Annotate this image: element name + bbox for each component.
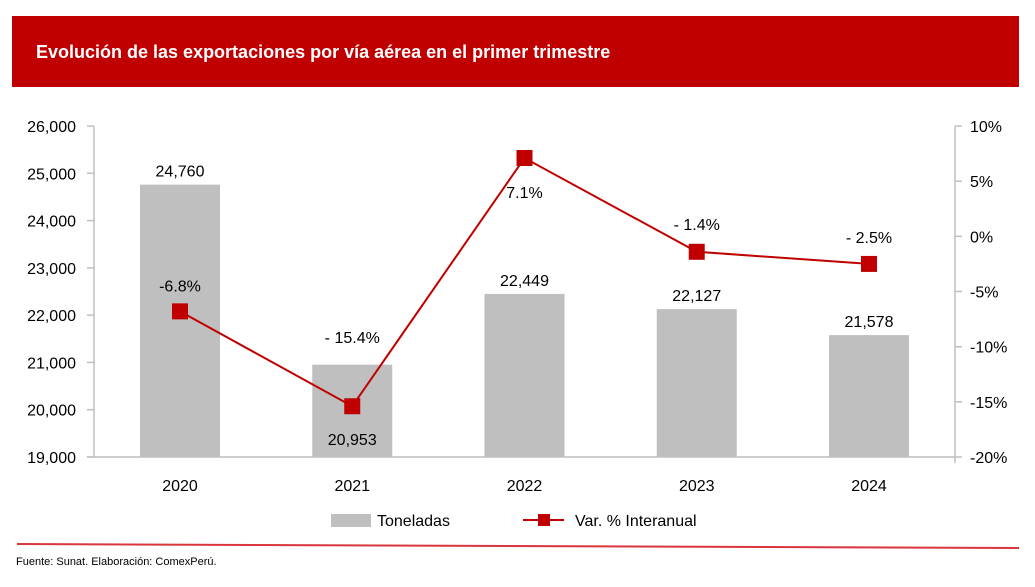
source-note: Fuente: Sunat. Elaboración: ComexPerú.: [16, 556, 217, 568]
line-value-label: - 1.4%: [674, 217, 720, 234]
x-axis-tick-label: 2021: [334, 478, 370, 495]
right-axis-tick-label: -5%: [970, 285, 998, 302]
bar-value-label: 22,449: [500, 273, 549, 290]
right-axis-tick-label: 5%: [970, 174, 993, 191]
line-marker-2020: [172, 303, 188, 320]
bar-2022: [484, 293, 565, 457]
bar-2020: [140, 184, 220, 458]
legend-label-var: Var. % Interanual: [575, 513, 697, 530]
line-value-label: 7.1%: [506, 185, 542, 202]
left-axis-tick-label: 26,000: [27, 119, 76, 136]
line-marker-2022: [516, 149, 533, 166]
left-axis-tick-label: 19,000: [27, 450, 76, 467]
x-axis-tick-label: 2024: [851, 478, 887, 495]
chart-title-banner: Evolución de las exportaciones por vía a…: [12, 16, 1019, 87]
line-value-label: - 15.4%: [325, 330, 380, 347]
line-marker-2021: [344, 398, 361, 415]
bar-series: 24,760 20,953 22,449 22,127 21,578: [140, 164, 909, 458]
left-axis-tick-label: 21,000: [27, 355, 76, 372]
x-axis-tick-label: 2020: [162, 478, 198, 495]
line-marker-2024: [861, 255, 877, 272]
left-axis-tick-label: 24,000: [27, 214, 76, 231]
legend-swatch-toneladas: [331, 514, 371, 527]
right-axis-tick-label: 0%: [970, 229, 993, 246]
line-value-label: - 2.5%: [846, 230, 892, 247]
bar-value-label: 22,127: [672, 288, 721, 305]
left-axis-tick-label: 20,000: [27, 403, 76, 420]
line-marker-2023: [688, 243, 705, 260]
x-axis-tick-label: 2023: [679, 478, 715, 495]
right-axis-tick-label: -10%: [970, 340, 1007, 357]
bar-2024: [829, 335, 909, 457]
legend-label-toneladas: Toneladas: [377, 513, 450, 530]
left-axis-tick-label: 25,000: [27, 166, 76, 183]
x-axis: 2020 2021 2022 2023 2024: [87, 456, 955, 495]
left-axis-tick-label: 22,000: [27, 308, 76, 325]
footer-divider: [16, 543, 1020, 549]
line-series: -6.8% - 15.4% 7.1% - 1.4% - 2.5%: [159, 149, 892, 415]
left-axis-tick-label: 23,000: [27, 261, 76, 278]
bar-value-label: 21,578: [845, 314, 894, 331]
right-axis-tick-label: 10%: [970, 119, 1002, 136]
line-value-label: -6.8%: [159, 278, 201, 295]
left-y-axis: 19,000 20,000 21,000 22,000 23,000 24,000 25,0…: [27, 119, 95, 467]
legend: Toneladas Var. % Interanual: [331, 513, 697, 530]
bar-value-label: 20,953: [328, 432, 377, 449]
bar-value-label: 24,760: [156, 164, 205, 181]
x-axis-tick-label: 2022: [507, 478, 543, 495]
right-axis-tick-label: -20%: [970, 450, 1007, 467]
legend-swatch-marker: [538, 514, 550, 526]
right-axis-tick-label: -15%: [970, 395, 1007, 412]
right-y-axis: -20% -15% -10% -5% 0% 5% 10%: [954, 119, 1007, 467]
chart-title: Evolución de las exportaciones por vía a…: [36, 42, 611, 62]
bar-2023: [656, 309, 737, 457]
